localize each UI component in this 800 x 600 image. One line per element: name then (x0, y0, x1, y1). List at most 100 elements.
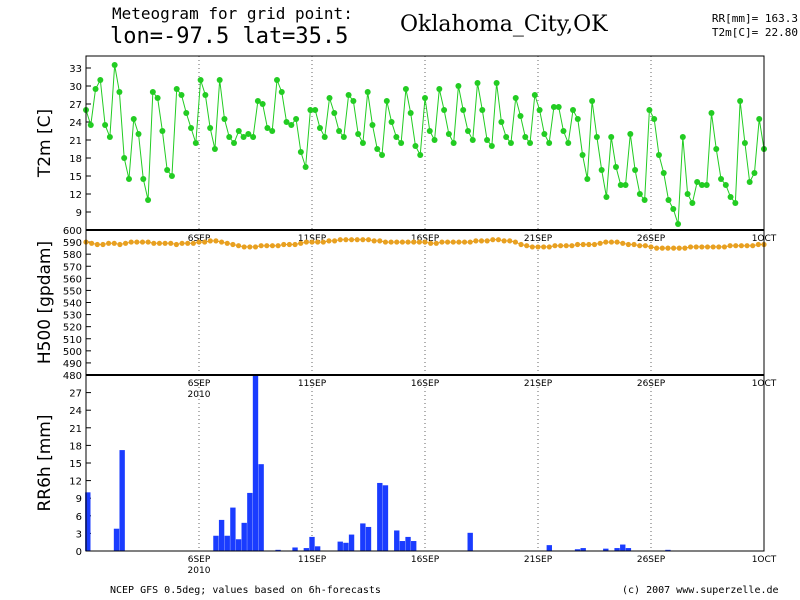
rr-bar (247, 492, 253, 551)
location-name: Oklahoma_City,OK (400, 12, 608, 37)
t2m-point (660, 170, 667, 176)
rr-bar (224, 535, 230, 551)
y-tick-label: 510 (63, 335, 82, 346)
t2m-point (670, 206, 677, 212)
rr-bar (377, 482, 383, 551)
t2m-point (345, 92, 352, 98)
rr-bar (603, 548, 609, 551)
t2m-point (536, 107, 543, 113)
y-tick-label: 580 (63, 250, 82, 261)
h500-point (235, 243, 242, 249)
t2m-point (694, 179, 701, 185)
h500-point (168, 240, 174, 246)
t2m-point (641, 197, 648, 203)
t2m-point (388, 119, 395, 125)
t2m-point (326, 95, 333, 101)
t2m-point (531, 92, 538, 98)
t2m-point (355, 131, 362, 137)
h500-point (733, 243, 739, 249)
t2m-point (584, 176, 591, 182)
t2m-point (756, 116, 763, 122)
t2m-point (426, 128, 433, 134)
h500-point (450, 239, 456, 245)
t2m-point (503, 134, 510, 140)
t2m-point (555, 104, 562, 110)
h500-point (563, 243, 569, 249)
h500-point (241, 244, 247, 250)
y-tick-label: 600 (63, 226, 82, 237)
y-tick-label: 30 (69, 82, 82, 93)
t2m-point (488, 143, 495, 149)
t2m-point (273, 77, 280, 83)
h500-point (541, 244, 547, 250)
h500-point (213, 238, 219, 244)
rr-bar (574, 549, 581, 551)
h500-point (348, 237, 355, 243)
t2m-point (149, 89, 156, 95)
h500-point (614, 239, 620, 245)
t2m-point (159, 128, 166, 134)
t2m-point (713, 146, 720, 152)
rr-bar (113, 528, 120, 551)
h500-point (495, 237, 502, 243)
title-coordinates: lon=-97.5 lat=35.5 (110, 24, 349, 49)
t2m-point (612, 164, 619, 170)
h500-point (382, 239, 389, 245)
t2m-point (321, 134, 328, 140)
h500-point (332, 238, 338, 244)
t2m-point (718, 176, 725, 182)
h500-point (275, 243, 281, 249)
h500-point (337, 237, 343, 243)
t2m-point (622, 182, 629, 188)
h500-point (738, 243, 745, 249)
h500-point (704, 244, 711, 250)
rr-bar (580, 548, 586, 551)
y-tick-label: 21 (69, 424, 82, 435)
x-tick-label: 1OCT (752, 555, 777, 565)
h500-point (298, 240, 304, 246)
t2m-point (512, 95, 519, 101)
t2m-point (369, 122, 376, 128)
h500-point (524, 243, 530, 249)
t2m-point (164, 167, 171, 173)
h500-point (134, 239, 140, 245)
t2m-point (398, 140, 405, 146)
h500-point (490, 237, 496, 243)
h500-point (292, 241, 298, 248)
y-tick-label: 570 (63, 262, 82, 273)
rr-bar (343, 542, 349, 551)
t2m-point (407, 110, 414, 116)
t2m-point (240, 134, 247, 140)
rr-bar (614, 548, 620, 551)
h500-point (128, 239, 134, 245)
t2m-point (183, 110, 190, 116)
t2m-point (570, 107, 577, 113)
h500-point (428, 240, 434, 246)
h500-point (360, 237, 366, 243)
t2m-point (522, 134, 529, 140)
rr-bar (218, 519, 225, 551)
title-line1: Meteogram for grid point: (112, 4, 353, 23)
t2m-point (636, 191, 643, 197)
t2m-point (197, 77, 204, 83)
axis-title: H500 [gpdam] (35, 241, 55, 364)
h500-point (258, 243, 264, 249)
t2m-point (675, 221, 682, 227)
t2m-point (741, 140, 748, 146)
h500-point (89, 240, 95, 246)
h500-point (315, 239, 321, 245)
axis-title: T2m [C] (35, 109, 55, 178)
h500-point (286, 241, 292, 248)
t2m-point (603, 194, 610, 200)
t2m-point (269, 128, 276, 134)
h500-point (269, 243, 276, 249)
h500-point (693, 244, 699, 250)
year-label: 2010 (188, 566, 211, 576)
t2m-point (655, 152, 662, 158)
t2m-point (178, 92, 185, 98)
x-tick-label: 16SEP (411, 555, 440, 565)
h500-point (185, 240, 191, 246)
h500-point (117, 241, 123, 248)
t2m-point (254, 98, 261, 104)
rr-bar (467, 532, 473, 551)
